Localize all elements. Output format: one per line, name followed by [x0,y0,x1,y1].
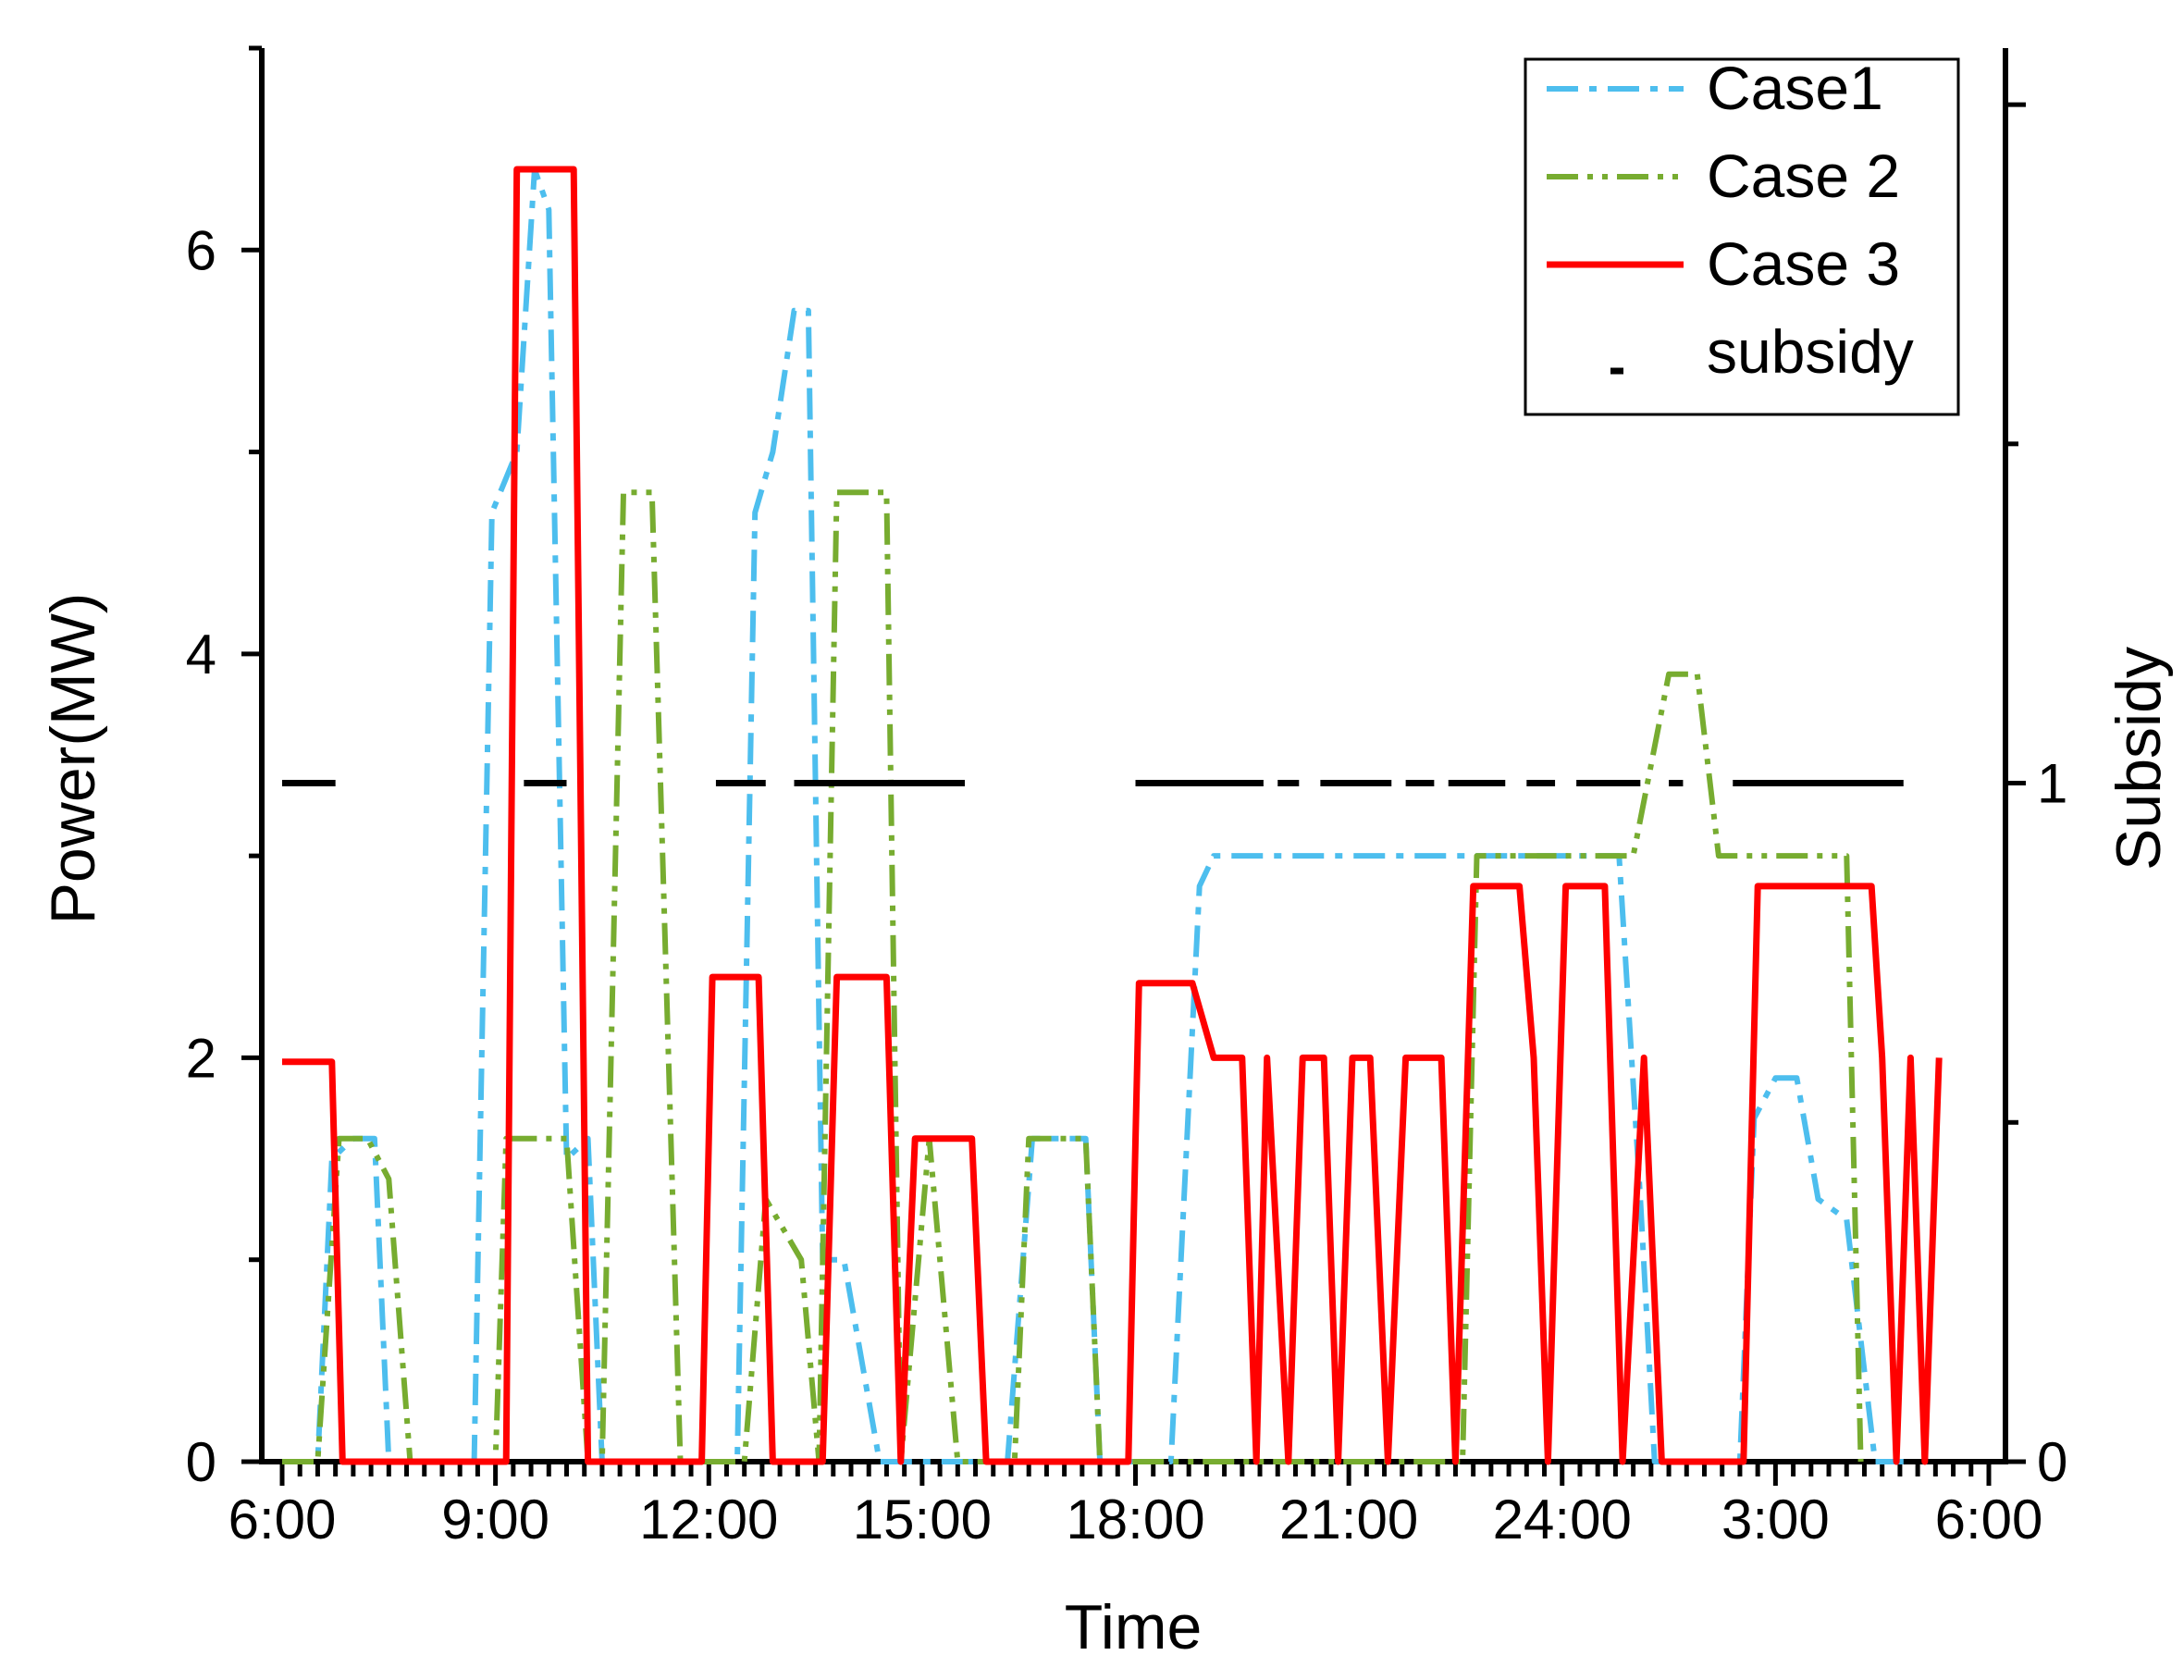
legend-label-case-3: Case 3 [1707,229,1900,298]
y-tick-label: 2 [186,1027,216,1089]
legend-box [1524,57,1960,416]
legend: Case1 Case 2 Case 3 subsidy [1524,54,1960,416]
x-tick-label: 21:00 [1279,1489,1418,1550]
x-tick-labels: 6:00 9:00 12:00 15:00 18:00 21:00 24:00 3:00 6:0… [228,1489,2043,1550]
y-tick-labels: 0 2 4 6 [186,219,216,1493]
x-tick-label: 6:00 [1935,1489,2043,1550]
series-case1 [282,167,1904,1464]
y2-tick-label: 1 [2037,753,2067,815]
x-tick-label: 12:00 [639,1489,778,1550]
x-tick-label: 3:00 [1721,1489,1830,1550]
series-case-3 [282,166,1943,1465]
x-tick-label: 15:00 [853,1489,992,1550]
y-tick-label: 0 [186,1431,216,1493]
series-layer [282,166,1943,1465]
y-tick-label: 6 [186,219,216,281]
y2-tick-labels: 01 [2037,753,2067,1493]
x-tick-label: 9:00 [441,1489,549,1550]
x-tick-label: 24:00 [1493,1489,1632,1550]
legend-label-subsidy: subsidy [1707,317,1914,386]
y2-tick-label: 0 [2037,1431,2067,1493]
x-tick-label: 6:00 [228,1489,337,1550]
y-tick-label: 4 [186,624,216,686]
y-axis-title: Power(MW) [38,593,108,925]
legend-label-case-2: Case 2 [1707,142,1900,210]
x-tick-label: 18:00 [1066,1489,1204,1550]
y2-axis-title: Subsidy [2104,647,2174,871]
x-axis-title: Time [1065,1592,1203,1662]
legend-label-case1: Case1 [1707,54,1883,122]
series-case-2 [282,489,1864,1464]
